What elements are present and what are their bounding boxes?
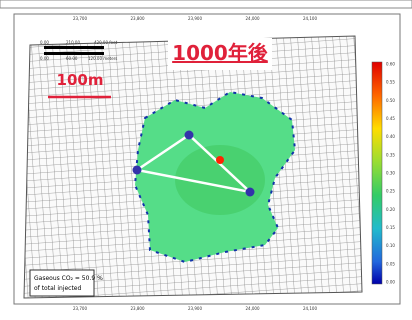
- colorbar-tick-label: 0.50: [386, 98, 395, 103]
- annotation-box: [29, 269, 95, 297]
- scale-text: 120.00 meters: [88, 56, 117, 61]
- colorbar: [371, 61, 383, 285]
- colorbar-tick-label: 0.25: [386, 189, 395, 194]
- colorbar-tick-label: 0.30: [386, 171, 395, 176]
- prev-strip: [0, 0, 412, 9]
- colorbar-tick-label: 0.20: [386, 207, 395, 212]
- x-tick-label: 23,900: [188, 16, 202, 21]
- x-tick-label: 24,100: [303, 16, 317, 21]
- x-tick-label: 23,700: [73, 16, 87, 21]
- annotation: of total injected: [34, 285, 81, 292]
- injection-point: [216, 156, 224, 164]
- x-tick-label: 23,800: [131, 306, 145, 311]
- x-tick-label: 24,000: [246, 16, 260, 21]
- colorbar-ticks: 0.60 0.55 0.50 0.45 0.40 0.35 0.30 0.25 0.20 0.15…: [386, 62, 395, 285]
- scale-text: 0.00: [40, 56, 49, 61]
- title-box: [168, 38, 272, 70]
- scale-text: 420.00 feet: [94, 40, 118, 45]
- colorbar-tick-label: 0.35: [386, 152, 395, 157]
- scale-text: 0.00: [40, 40, 49, 45]
- x-tick-label: 23,800: [131, 16, 145, 21]
- annotation: Gaseous CO₂ = 50.9 %: [34, 275, 103, 282]
- well: [245, 187, 255, 197]
- x-tick-label: 24,000: [246, 306, 260, 311]
- colorbar-tick-label: 0.60: [386, 62, 395, 67]
- colorbar-tick-label: 0.40: [386, 134, 395, 139]
- header-scale: 0.00 210.00 420.00 feet 0.00 60.00 120.0…: [40, 40, 118, 61]
- well: [184, 130, 194, 140]
- colorbar-tick-label: 0.45: [386, 116, 395, 121]
- scale-text: 210.00: [66, 40, 80, 45]
- colorbar-tick-label: 0.05: [386, 261, 395, 266]
- x-tick-label: 23,700: [73, 306, 87, 311]
- x-tick-label: 23,900: [188, 306, 202, 311]
- colorbar-tick-label: 0.55: [386, 80, 395, 85]
- scale-bar: [44, 46, 104, 49]
- well: [132, 165, 142, 175]
- scale-label: 100m: [57, 71, 104, 89]
- scale-text: 60.00: [66, 56, 78, 61]
- x-axis: 23,700 23,700 23,800 23,800 23,900 23,900 24,0…: [73, 16, 317, 311]
- colorbar-tick-label: 0.15: [386, 225, 395, 230]
- colorbar-tick-label: 0.00: [386, 280, 395, 285]
- title: 1000年後: [172, 41, 269, 65]
- colorbar-tick-label: 0.10: [386, 243, 395, 248]
- scale-bar: [44, 52, 104, 55]
- x-tick-label: 24,100: [303, 306, 317, 311]
- plume-core: [175, 145, 265, 215]
